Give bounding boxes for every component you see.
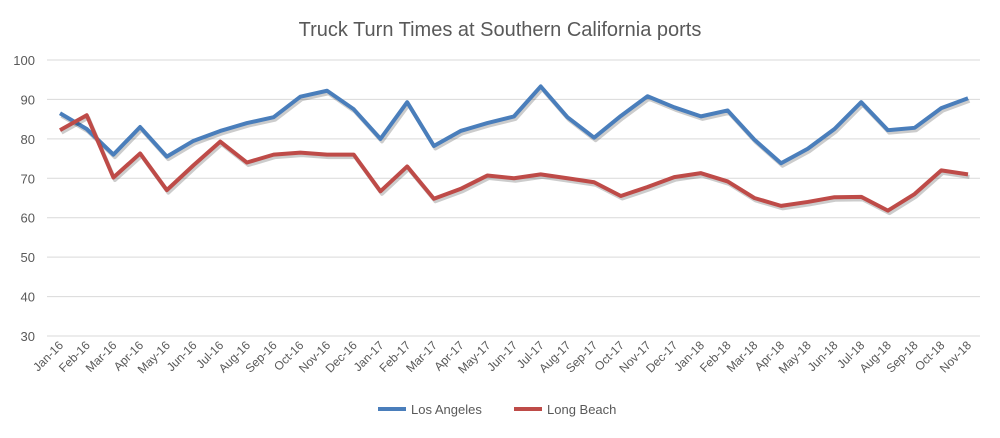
- x-tick-label: Mar-16: [83, 338, 120, 375]
- legend-label: Long Beach: [547, 402, 616, 417]
- x-tick-label: Mar-17: [403, 338, 440, 375]
- series-shadow: [60, 86, 971, 168]
- chart-title: Truck Turn Times at Southern California …: [299, 19, 702, 41]
- y-tick-label: 90: [21, 92, 35, 107]
- y-tick-label: 50: [21, 250, 35, 265]
- y-tick-label: 80: [21, 132, 35, 147]
- y-tick-label: 100: [13, 53, 35, 68]
- series-line-long-beach: [59, 113, 969, 213]
- legend-label: Los Angeles: [411, 402, 482, 417]
- x-tick-label: Jun-16: [164, 338, 200, 374]
- y-tick-label: 70: [21, 171, 35, 186]
- y-tick-label: 30: [21, 329, 35, 344]
- y-tick-label: 40: [21, 290, 35, 305]
- series-shadow: [60, 115, 970, 216]
- x-tick-label: Mar-18: [724, 338, 761, 375]
- series-line-los-angeles: [58, 84, 969, 166]
- y-tick-label: 60: [21, 211, 35, 226]
- x-tick-label: Jun-18: [805, 338, 841, 374]
- x-tick-label: Jun-17: [484, 338, 520, 374]
